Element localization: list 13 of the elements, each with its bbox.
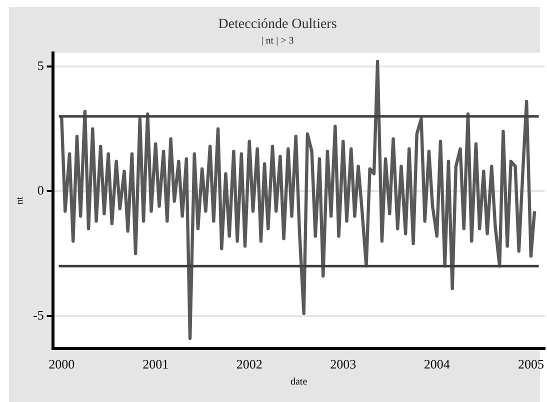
- x-tick-label: 2000: [48, 356, 75, 372]
- chart-title: Detecciónde Oultiers: [218, 17, 337, 32]
- x-axis-title: date: [290, 376, 308, 388]
- chart-subtitle: | nt | > 3: [261, 35, 294, 46]
- y-axis-title: nt: [14, 196, 26, 204]
- x-tick-label: 2005: [518, 356, 544, 372]
- x-tick-label: 2002: [236, 356, 262, 372]
- y-tick-label: -5: [32, 307, 44, 322]
- y-tick-label: 5: [37, 58, 44, 73]
- y-tick-label: 0: [37, 182, 44, 198]
- x-tick-label: 2003: [330, 356, 356, 372]
- x-tick-label: 2001: [142, 356, 169, 372]
- x-tick-label: 2004: [424, 356, 450, 372]
